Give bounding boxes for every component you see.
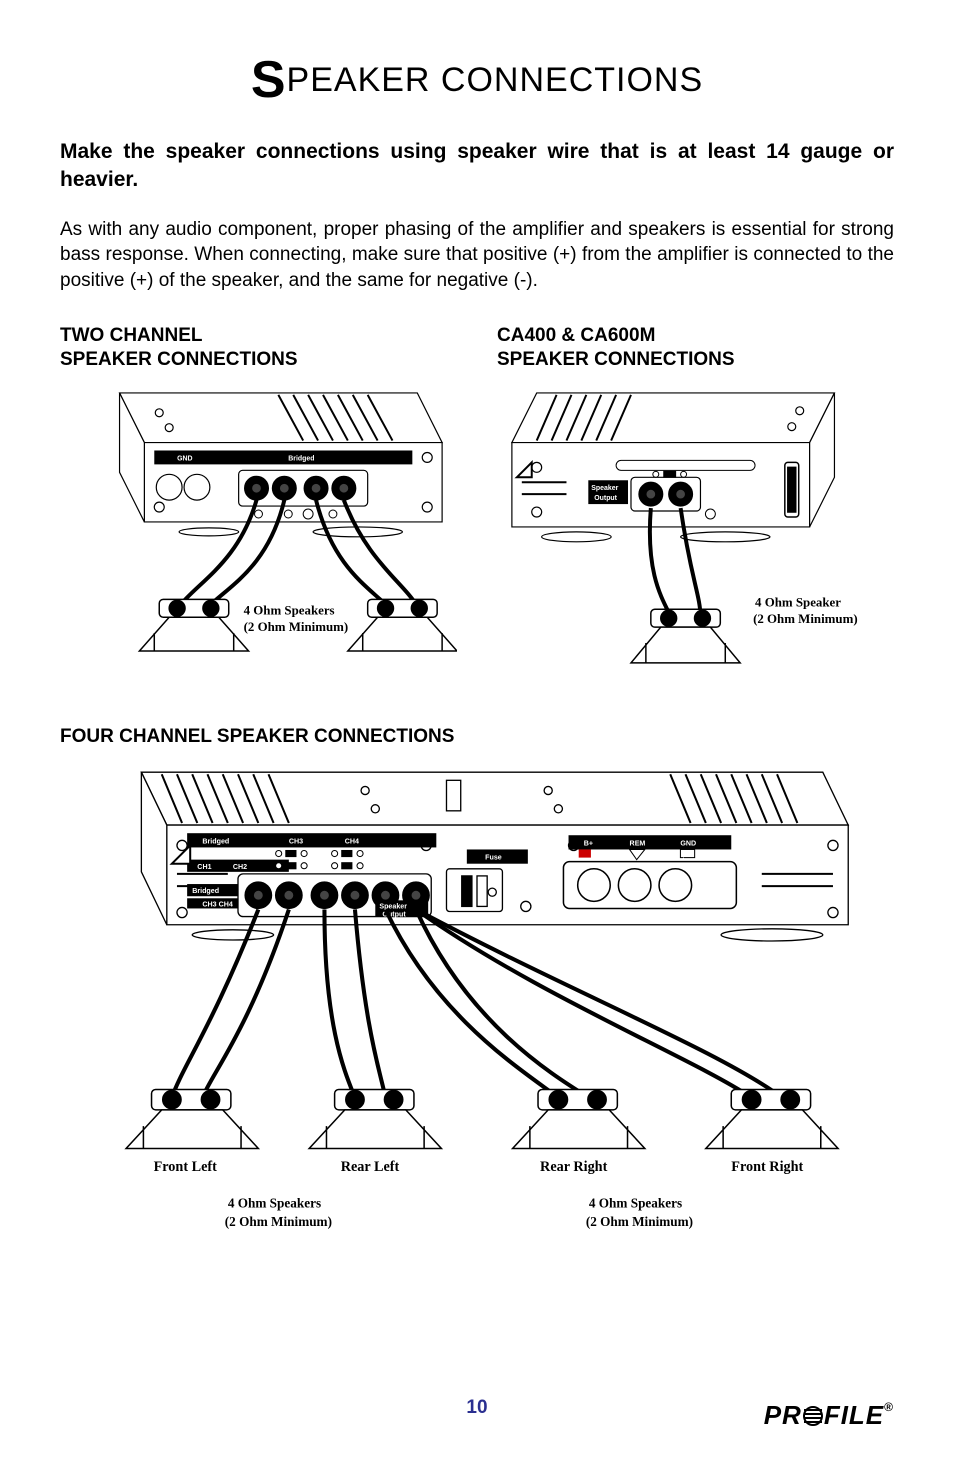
svg-text:CH4: CH4 [345,837,359,845]
mono-4ohm-label: 4 Ohm Speaker [755,595,841,609]
svg-text:+: + [351,1092,358,1106]
title-rest: PEAKER CONNECTIONS [287,61,704,99]
svg-text:–: – [390,1091,398,1107]
intro-bold: Make the speaker connections using speak… [60,138,894,195]
mono-2ohm-label: (2 Ohm Minimum) [753,612,858,626]
svg-text:+: + [554,1092,561,1106]
ca400-heading: CA400 & CA600M SPEAKER CONNECTIONS [497,324,894,373]
svg-text:Fuse: Fuse [485,853,502,861]
ca-mono-diagram: Speaker Output Speaker Output [497,383,894,686]
svg-text:–: – [666,609,673,624]
svg-text:CH3: CH3 [289,837,303,845]
svg-text:+: + [168,1092,175,1106]
svg-text:+: + [383,603,389,615]
svg-text:+: + [174,603,180,615]
svg-text:4 Ohm Speakers: 4 Ohm Speakers [228,1195,321,1210]
svg-text:–: – [206,1091,214,1107]
svg-text:Bridged: Bridged [288,455,314,462]
svg-text:Front Right: Front Right [731,1159,803,1175]
svg-text:REM: REM [630,839,646,847]
svg-text:4 Ohm Speakers: 4 Ohm Speakers [589,1195,682,1210]
svg-text:B+: B+ [584,839,593,847]
svg-text:+: + [699,613,705,625]
svg-text:Output: Output [378,489,401,496]
svg-text:GND: GND [680,839,696,847]
svg-text:Speaker: Speaker [376,479,403,486]
svg-text:Bridged: Bridged [202,837,229,845]
two-ch-2ohm-label: (2 Ohm Minimum) [244,620,349,634]
svg-text:Front Left: Front Left [154,1159,218,1175]
svg-text:(2 Ohm Minimum): (2 Ohm Minimum) [225,1214,332,1229]
svg-text:Rear Right: Rear Right [540,1159,608,1175]
brand-stripes-icon [802,1406,824,1426]
two-ch-4ohm-label: 4 Ohm Speakers [244,603,335,617]
brand-logo: PR FILE® [764,1400,894,1431]
svg-text:–: – [416,599,423,614]
two-channel-heading: TWO CHANNEL SPEAKER CONNECTIONS [60,324,457,373]
page-title: SPEAKER CONNECTIONS [60,50,894,110]
svg-text:Rear Left: Rear Left [341,1159,400,1175]
svg-text:Bridged: Bridged [192,887,219,895]
body-paragraph: As with any audio component, proper phas… [60,217,894,294]
svg-text:GND: GND [177,455,192,462]
svg-text:Output: Output [594,495,617,502]
svg-text:–: – [593,1091,601,1107]
four-channel-diagram: Bridged CH3 CH4 CH1 CH2 Bridged CH3 CH4 [60,762,894,1255]
svg-text:CH3 CH4: CH3 CH4 [202,900,232,908]
svg-text:CH1: CH1 [197,863,211,871]
svg-text:–: – [208,599,215,614]
svg-text:Speaker: Speaker [591,485,618,492]
title-drop-cap: S [251,51,287,109]
svg-text:Speaker: Speaker [379,902,407,910]
four-channel-heading: FOUR CHANNEL SPEAKER CONNECTIONS [60,726,894,748]
svg-text:+: + [748,1092,755,1106]
svg-text:(2 Ohm Minimum): (2 Ohm Minimum) [586,1214,693,1229]
svg-text:CH2: CH2 [233,863,247,871]
svg-text:–: – [786,1091,794,1107]
two-channel-diagram: GND Bridged Speaker Output [60,383,457,686]
